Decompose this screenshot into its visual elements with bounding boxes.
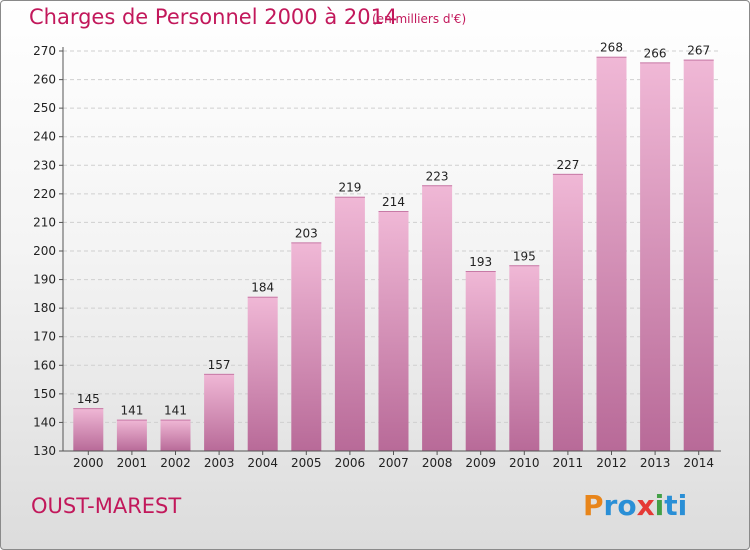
y-tick-label: 150 <box>33 387 56 401</box>
bar-2011 <box>552 173 583 451</box>
y-tick-label: 200 <box>33 244 56 258</box>
data-label-2013: 266 <box>644 46 667 60</box>
x-tick-label-2011: 2011 <box>553 456 584 470</box>
x-tick-label-2007: 2007 <box>378 456 409 470</box>
bar-2003 <box>204 373 235 451</box>
data-label-2011: 227 <box>556 158 579 172</box>
y-tick-label: 130 <box>33 444 56 458</box>
data-label-2012: 268 <box>600 41 623 55</box>
bar-2001 <box>116 419 147 451</box>
y-tick-label: 140 <box>33 415 56 429</box>
bar-2006 <box>334 196 365 451</box>
logo-letter: t <box>664 489 678 522</box>
x-tick-label-2009: 2009 <box>465 456 496 470</box>
logo-letter: i <box>677 489 688 522</box>
x-tick-label-2013: 2013 <box>640 456 671 470</box>
x-tick-label-2014: 2014 <box>683 456 714 470</box>
logo-letter: r <box>603 489 618 522</box>
x-tick-label-2004: 2004 <box>247 456 278 470</box>
y-tick-label: 170 <box>33 330 56 344</box>
x-tick-label-2008: 2008 <box>422 456 453 470</box>
bars <box>73 56 714 452</box>
x-tick-label-2005: 2005 <box>291 456 322 470</box>
data-label-2001: 141 <box>120 404 143 418</box>
axes <box>59 47 721 455</box>
data-label-2014: 267 <box>687 44 710 58</box>
x-tick-label-2002: 2002 <box>160 456 191 470</box>
y-tick-label: 210 <box>33 215 56 229</box>
bar-2002 <box>160 419 191 451</box>
x-tick-label-2001: 2001 <box>117 456 148 470</box>
y-tick-label: 230 <box>33 158 56 172</box>
data-label-2008: 223 <box>426 169 449 183</box>
y-tick-label: 250 <box>33 101 56 115</box>
bar-2012 <box>596 56 627 451</box>
y-tick-label: 190 <box>33 273 56 287</box>
logo-letter: o <box>617 489 637 522</box>
data-label-2010: 195 <box>513 249 536 263</box>
chart-subtitle: (en milliers d'€) <box>372 12 467 26</box>
y-tick-label: 260 <box>33 73 56 87</box>
data-label-2000: 145 <box>77 392 100 406</box>
x-tick-label-2006: 2006 <box>335 456 366 470</box>
bar-2004 <box>247 296 278 451</box>
data-label-2004: 184 <box>251 281 274 295</box>
place-name: OUST-MAREST <box>31 494 182 518</box>
chart-title: Charges de Personnel 2000 à 2014 <box>29 5 398 29</box>
y-tick-label: 220 <box>33 187 56 201</box>
bar-2008 <box>422 185 453 452</box>
bar-2007 <box>378 211 409 451</box>
bar-2010 <box>509 265 540 451</box>
x-tick-label-2000: 2000 <box>73 456 104 470</box>
x-tick-label-2010: 2010 <box>509 456 540 470</box>
logo-letter: P <box>583 489 604 522</box>
proxiti-logo[interactable]: Proxiti <box>583 489 687 522</box>
bar-2014 <box>683 59 714 451</box>
data-label-2007: 214 <box>382 195 405 209</box>
data-label-2002: 141 <box>164 404 187 418</box>
logo-letter: x <box>636 489 655 522</box>
bar-2000 <box>73 408 104 451</box>
x-tick-label-2012: 2012 <box>596 456 627 470</box>
data-label-2006: 219 <box>338 181 361 195</box>
data-label-2003: 157 <box>208 358 231 372</box>
y-tick-label: 160 <box>33 358 56 372</box>
labels: 130 140 150 160 170 180 190 200 210 220 230 240 250 2… <box>33 41 714 470</box>
bar-2009 <box>465 271 496 451</box>
y-tick-label: 240 <box>33 130 56 144</box>
data-label-2005: 203 <box>295 226 318 240</box>
bar-2005 <box>291 242 322 451</box>
bar-2013 <box>640 62 671 452</box>
y-tick-label: 180 <box>33 301 56 315</box>
data-label-2009: 193 <box>469 255 492 269</box>
x-tick-label-2003: 2003 <box>204 456 235 470</box>
logo-letter: i <box>654 489 665 522</box>
y-tick-label: 270 <box>33 44 56 58</box>
